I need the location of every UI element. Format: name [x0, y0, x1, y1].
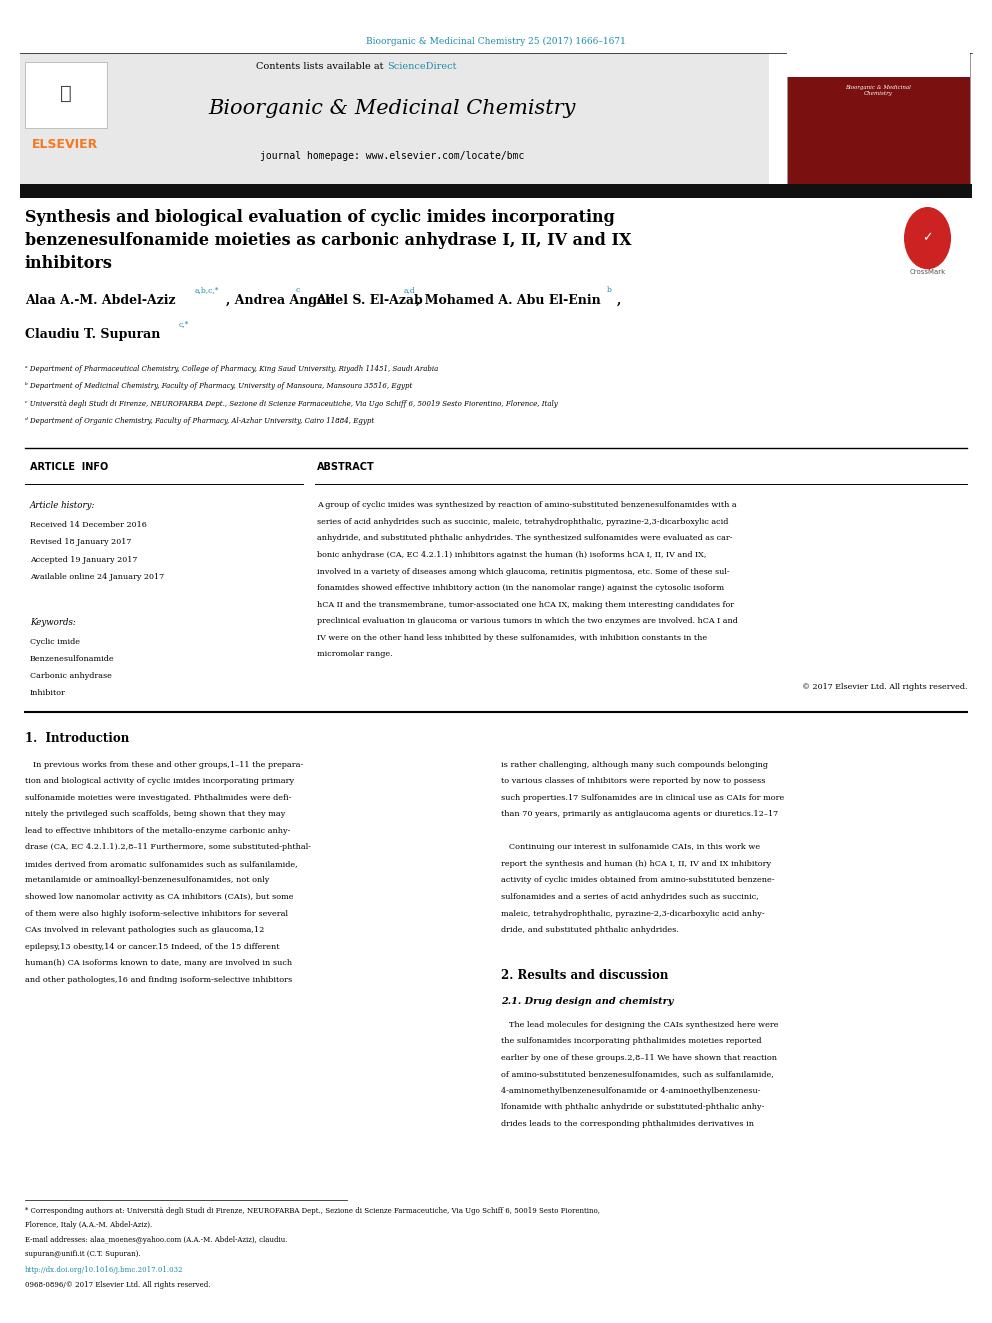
- Text: ᵇ Department of Medicinal Chemistry, Faculty of Pharmacy, University of Mansoura: ᵇ Department of Medicinal Chemistry, Fac…: [25, 382, 412, 390]
- Text: anhydride, and substituted phthalic anhydrides. The synthesized sulfonamides wer: anhydride, and substituted phthalic anhy…: [317, 534, 733, 542]
- Text: 0968-0896/© 2017 Elsevier Ltd. All rights reserved.: 0968-0896/© 2017 Elsevier Ltd. All right…: [25, 1281, 210, 1289]
- Text: Keywords:: Keywords:: [30, 618, 75, 627]
- Text: ✓: ✓: [923, 232, 932, 245]
- Text: fonamides showed effective inhibitory action (in the nanomolar range) against th: fonamides showed effective inhibitory ac…: [317, 585, 724, 593]
- Text: , Andrea Angeli: , Andrea Angeli: [226, 294, 335, 307]
- Text: the sulfonamides incorporating phthalimides moieties reported: the sulfonamides incorporating phthalimi…: [501, 1037, 762, 1045]
- Text: Alaa A.-M. Abdel-Aziz: Alaa A.-M. Abdel-Aziz: [25, 294, 176, 307]
- Text: dride, and substituted phthalic anhydrides.: dride, and substituted phthalic anhydrid…: [501, 926, 679, 934]
- Text: than 70 years, primarily as antiglaucoma agents or diuretics.12–17: than 70 years, primarily as antiglaucoma…: [501, 810, 778, 819]
- Text: human(h) CA isoforms known to date, many are involved in such: human(h) CA isoforms known to date, many…: [25, 959, 292, 967]
- Text: IV were on the other hand less inhibited by these sulfonamides, with inhibition : IV were on the other hand less inhibited…: [317, 634, 707, 642]
- Text: http://dx.doi.org/10.1016/j.bmc.2017.01.032: http://dx.doi.org/10.1016/j.bmc.2017.01.…: [25, 1266, 184, 1274]
- Text: journal homepage: www.elsevier.com/locate/bmc: journal homepage: www.elsevier.com/locat…: [260, 151, 524, 161]
- Text: such properties.17 Sulfonamides are in clinical use as CAIs for more: such properties.17 Sulfonamides are in c…: [501, 794, 785, 802]
- Text: series of acid anhydrides such as succinic, maleic, tetrahydrophthalic, pyrazine: series of acid anhydrides such as succin…: [317, 517, 729, 527]
- Bar: [787, 53, 970, 77]
- Circle shape: [905, 208, 950, 269]
- Text: 1.  Introduction: 1. Introduction: [25, 732, 129, 745]
- Text: activity of cyclic imides obtained from amino-substituted benzene-: activity of cyclic imides obtained from …: [501, 877, 775, 885]
- Text: Florence, Italy (A.A.-M. Abdel-Aziz).: Florence, Italy (A.A.-M. Abdel-Aziz).: [25, 1221, 152, 1229]
- Text: Carbonic anhydrase: Carbonic anhydrase: [30, 672, 112, 680]
- Text: Bioorganic & Medicinal
Chemistry: Bioorganic & Medicinal Chemistry: [845, 85, 911, 95]
- Text: report the synthesis and human (h) hCA I, II, IV and IX inhibitory: report the synthesis and human (h) hCA I…: [501, 860, 771, 868]
- Text: supuran@unifi.it (C.T. Supuran).: supuran@unifi.it (C.T. Supuran).: [25, 1250, 141, 1258]
- Text: and other pathologies,16 and finding isoform-selective inhibitors: and other pathologies,16 and finding iso…: [25, 976, 292, 984]
- Text: Bioorganic & Medicinal Chemistry: Bioorganic & Medicinal Chemistry: [208, 99, 575, 118]
- Text: metanilamide or aminoalkyl-benzenesulfonamides, not only: metanilamide or aminoalkyl-benzenesulfon…: [25, 877, 269, 885]
- Text: Article history:: Article history:: [30, 501, 95, 511]
- Text: maleic, tetrahydrophthalic, pyrazine-2,3-dicarboxylic acid anhy-: maleic, tetrahydrophthalic, pyrazine-2,3…: [501, 910, 765, 918]
- Text: earlier by one of these groups.2,8–11 We have shown that reaction: earlier by one of these groups.2,8–11 We…: [501, 1054, 777, 1062]
- Text: ScienceDirect: ScienceDirect: [387, 62, 456, 70]
- Text: A group of cyclic imides was synthesized by reaction of amino-substituted benzen: A group of cyclic imides was synthesized…: [317, 501, 737, 509]
- Text: ARTICLE  INFO: ARTICLE INFO: [30, 462, 108, 472]
- Text: sulfonamides and a series of acid anhydrides such as succinic,: sulfonamides and a series of acid anhydr…: [501, 893, 759, 901]
- Text: Cyclic imide: Cyclic imide: [30, 638, 79, 646]
- Text: CAs involved in relevant pathologies such as glaucoma,12: CAs involved in relevant pathologies suc…: [25, 926, 264, 934]
- Text: to various classes of inhibitors were reported by now to possess: to various classes of inhibitors were re…: [501, 778, 766, 786]
- Text: a,d: a,d: [404, 286, 416, 294]
- Text: c: c: [296, 286, 300, 294]
- Text: , Adel S. El-Azab: , Adel S. El-Azab: [308, 294, 423, 307]
- Text: micromolar range.: micromolar range.: [317, 650, 393, 659]
- Text: The lead molecules for designing the CAIs synthesized here were: The lead molecules for designing the CAI…: [501, 1021, 779, 1029]
- Text: Bioorganic & Medicinal Chemistry 25 (2017) 1666–1671: Bioorganic & Medicinal Chemistry 25 (201…: [366, 37, 626, 45]
- Text: * Corresponding authors at: Università degli Studi di Firenze, NEUROFARBA Dept.,: * Corresponding authors at: Università d…: [25, 1207, 600, 1215]
- Text: b: b: [607, 286, 612, 294]
- Text: lead to effective inhibitors of the metallo-enzyme carbonic anhy-: lead to effective inhibitors of the meta…: [25, 827, 291, 835]
- Text: , Mohamed A. Abu El-Enin: , Mohamed A. Abu El-Enin: [416, 294, 600, 307]
- Text: tion and biological activity of cyclic imides incorporating primary: tion and biological activity of cyclic i…: [25, 778, 294, 786]
- Text: imides derived from aromatic sulfonamides such as sulfanilamide,: imides derived from aromatic sulfonamide…: [25, 860, 298, 868]
- Text: c,*: c,*: [179, 320, 188, 328]
- Text: Synthesis and biological evaluation of cyclic imides incorporating
benzenesulfon: Synthesis and biological evaluation of c…: [25, 209, 632, 271]
- Text: Benzenesulfonamide: Benzenesulfonamide: [30, 655, 114, 663]
- Text: showed low nanomolar activity as CA inhibitors (CAIs), but some: showed low nanomolar activity as CA inhi…: [25, 893, 294, 901]
- Text: is rather challenging, although many such compounds belonging: is rather challenging, although many suc…: [501, 761, 768, 769]
- Text: ᶜ Università degli Studi di Firenze, NEUROFARBA Dept., Sezione di Scienze Farmac: ᶜ Università degli Studi di Firenze, NEU…: [25, 400, 558, 407]
- Text: Contents lists available at: Contents lists available at: [256, 62, 387, 70]
- Text: © 2017 Elsevier Ltd. All rights reserved.: © 2017 Elsevier Ltd. All rights reserved…: [802, 683, 967, 691]
- Text: preclinical evaluation in glaucoma or various tumors in which the two enzymes ar: preclinical evaluation in glaucoma or va…: [317, 617, 738, 626]
- Text: Inhibitor: Inhibitor: [30, 689, 65, 697]
- Text: bonic anhydrase (CA, EC 4.2.1.1) inhibitors against the human (h) isoforms hCA I: bonic anhydrase (CA, EC 4.2.1.1) inhibit…: [317, 550, 707, 560]
- Bar: [25, 62, 107, 128]
- Bar: [787, 53, 970, 185]
- Text: 2.1. Drug design and chemistry: 2.1. Drug design and chemistry: [501, 998, 674, 1005]
- Text: CrossMark: CrossMark: [910, 269, 945, 275]
- Text: Accepted 19 January 2017: Accepted 19 January 2017: [30, 556, 137, 564]
- Text: Claudiu T. Supuran: Claudiu T. Supuran: [25, 328, 160, 341]
- Text: ABSTRACT: ABSTRACT: [317, 462, 375, 472]
- Text: ELSEVIER: ELSEVIER: [33, 138, 98, 151]
- Text: hCA II and the transmembrane, tumor-associated one hCA IX, making them interesti: hCA II and the transmembrane, tumor-asso…: [317, 601, 734, 609]
- Text: sulfonamide moieties were investigated. Phthalimides were defi-: sulfonamide moieties were investigated. …: [25, 794, 292, 802]
- Text: Revised 18 January 2017: Revised 18 January 2017: [30, 538, 131, 546]
- Text: ,: ,: [617, 294, 621, 307]
- Bar: [20, 53, 769, 185]
- Text: Continuing our interest in sulfonamide CAIs, in this work we: Continuing our interest in sulfonamide C…: [501, 844, 760, 852]
- Text: epilepsy,13 obesity,14 or cancer.15 Indeed, of the 15 different: epilepsy,13 obesity,14 or cancer.15 Inde…: [25, 943, 280, 951]
- Text: drides leads to the corresponding phthalimides derivatives in: drides leads to the corresponding phthal…: [501, 1119, 754, 1129]
- Text: 2. Results and discussion: 2. Results and discussion: [501, 970, 669, 982]
- Text: lfonamide with phthalic anhydride or substituted-phthalic anhy-: lfonamide with phthalic anhydride or sub…: [501, 1103, 764, 1111]
- Text: Received 14 December 2016: Received 14 December 2016: [30, 521, 147, 529]
- Text: a,b,c,*: a,b,c,*: [194, 286, 219, 294]
- Bar: [20, 184, 972, 198]
- Text: drase (CA, EC 4.2.1.1).2,8–11 Furthermore, some substituted-phthal-: drase (CA, EC 4.2.1.1).2,8–11 Furthermor…: [25, 844, 310, 852]
- Text: E-mail addresses: alaa_moenes@yahoo.com (A.A.-M. Abdel-Aziz), claudiu.: E-mail addresses: alaa_moenes@yahoo.com …: [25, 1236, 288, 1244]
- Text: ⬛: ⬛: [60, 85, 71, 103]
- Text: In previous works from these and other groups,1–11 the prepara-: In previous works from these and other g…: [25, 761, 303, 769]
- Text: 4-aminomethylbenzenesulfonamide or 4-aminoethylbenzenesu-: 4-aminomethylbenzenesulfonamide or 4-ami…: [501, 1088, 761, 1095]
- Text: of amino-substituted benzenesulfonamides, such as sulfanilamide,: of amino-substituted benzenesulfonamides…: [501, 1070, 774, 1078]
- Text: Available online 24 January 2017: Available online 24 January 2017: [30, 573, 164, 581]
- Text: ᵈ Department of Organic Chemistry, Faculty of Pharmacy, Al-Azhar University, Cai: ᵈ Department of Organic Chemistry, Facul…: [25, 417, 374, 425]
- Text: of them were also highly isoform-selective inhibitors for several: of them were also highly isoform-selecti…: [25, 910, 288, 918]
- Text: involved in a variety of diseases among which glaucoma, retinitis pigmentosa, et: involved in a variety of diseases among …: [317, 568, 730, 576]
- Text: ᵃ Department of Pharmaceutical Chemistry, College of Pharmacy, King Saud Univers: ᵃ Department of Pharmaceutical Chemistry…: [25, 365, 438, 373]
- Text: nitely the privileged such scaffolds, being shown that they may: nitely the privileged such scaffolds, be…: [25, 810, 285, 819]
